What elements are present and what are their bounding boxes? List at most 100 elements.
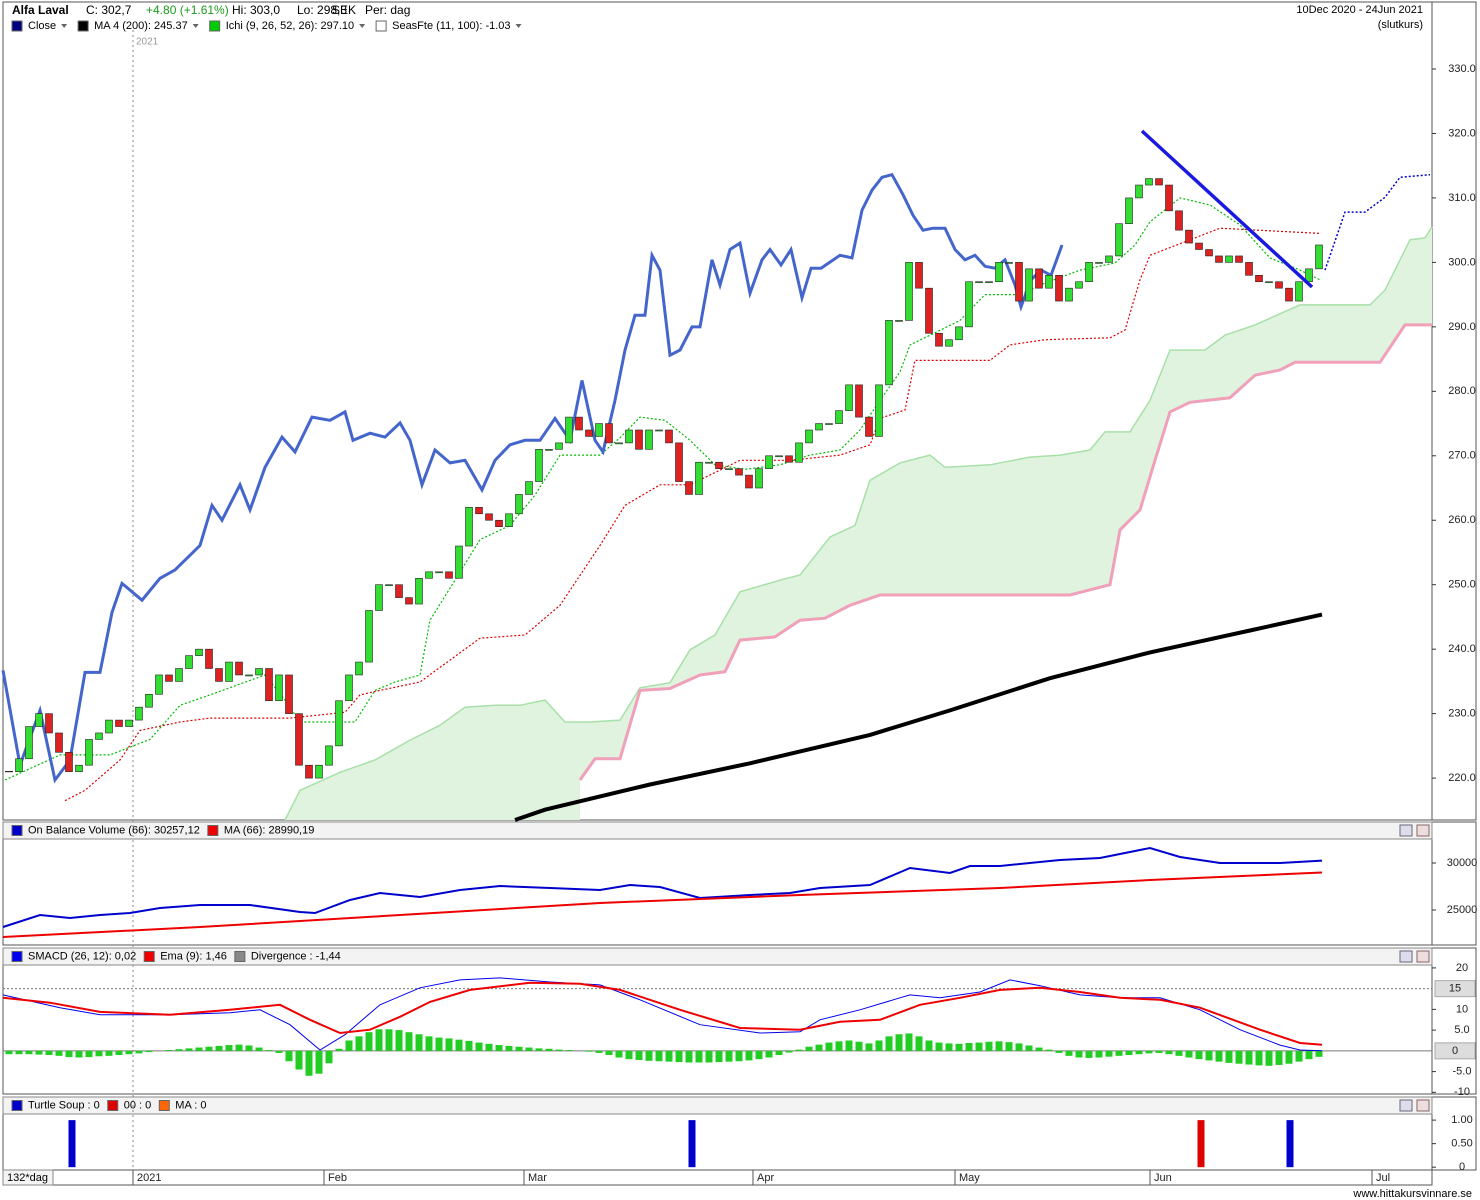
histogram-bar (715, 1050, 723, 1063)
candle (1245, 262, 1253, 276)
histogram-bar (565, 1050, 573, 1051)
candle (1205, 249, 1213, 257)
y-tick-label: 260.0 (1448, 514, 1476, 526)
histogram-bar (785, 1050, 793, 1053)
candle (1065, 287, 1073, 302)
histogram-bar (645, 1050, 653, 1061)
plot-layer (1, 172, 1433, 1168)
candle (445, 571, 453, 579)
candle (1075, 281, 1083, 289)
candle (475, 507, 483, 515)
candle (705, 461, 713, 464)
histogram-bar (345, 1040, 353, 1051)
histogram-bar (1205, 1050, 1213, 1061)
histogram-bar (85, 1050, 93, 1058)
histogram-bar (1165, 1050, 1173, 1055)
histogram-bar (35, 1050, 43, 1055)
histogram-bar (505, 1045, 513, 1051)
candle (755, 468, 763, 489)
low-price: Lo: 298,3 (297, 3, 347, 17)
candle (1045, 274, 1053, 289)
panel-header (2, 1096, 1433, 1115)
histogram-bar (665, 1050, 673, 1062)
histogram-bar (395, 1030, 403, 1051)
histogram-bar (605, 1050, 613, 1056)
candle (375, 584, 383, 611)
y-tick-label: 320.0 (1448, 127, 1476, 139)
forecast-line (1324, 173, 1431, 271)
candle (455, 545, 463, 579)
histogram-bar (815, 1044, 823, 1051)
candle (725, 468, 733, 470)
histogram-bar (885, 1036, 893, 1051)
period-label: 132*dag (7, 1172, 48, 1184)
y-tick-label: 5.0 (1454, 1024, 1469, 1036)
legend-label: On Balance Volume (66): 30257,12 (28, 824, 200, 836)
histogram-bar (45, 1050, 53, 1056)
candle (655, 429, 663, 432)
histogram-bar (1025, 1045, 1033, 1051)
histogram-bar (285, 1050, 293, 1062)
y-tick-label: 290.0 (1448, 321, 1476, 333)
candle (975, 281, 983, 284)
candle (235, 661, 243, 676)
legend-label: Divergence : -1,44 (251, 950, 341, 962)
histogram-bar (1255, 1050, 1263, 1066)
candle (125, 719, 133, 727)
legend-dropdown (359, 24, 366, 28)
candle (1185, 229, 1193, 244)
candle (675, 442, 683, 482)
candle (385, 584, 393, 587)
settings-icon (1399, 950, 1413, 963)
legend-swatch (107, 1100, 119, 1111)
candle (1035, 268, 1043, 289)
chart-title: Alfa Laval (12, 3, 69, 17)
histogram-bar (835, 1041, 843, 1051)
y-tick-label: 250.0 (1448, 579, 1476, 591)
candle (1025, 268, 1033, 302)
candle (895, 320, 903, 322)
ichimoku-cloud (285, 226, 1432, 820)
candle (795, 442, 803, 463)
histogram-bar (125, 1050, 133, 1055)
histogram-bar (95, 1050, 103, 1057)
histogram-bar (275, 1050, 283, 1053)
histogram-bar (945, 1043, 953, 1051)
legend-label: MA : 0 (175, 1099, 206, 1111)
ma-line (514, 612, 1323, 822)
candle (25, 726, 33, 760)
y-tick-label: -10 (1454, 1086, 1470, 1098)
candle (95, 732, 103, 740)
candle (65, 752, 73, 772)
y-tick-label: 220.0 (1448, 772, 1476, 784)
panel-header (2, 821, 1433, 840)
legend-label: Ichi (9, 26, 52, 26): 297.10 (226, 20, 354, 32)
histogram-bar (745, 1050, 753, 1061)
histogram-bar (1175, 1050, 1183, 1056)
candle (275, 674, 283, 702)
histogram-bar (485, 1043, 493, 1051)
histogram-bar (425, 1036, 433, 1051)
right-axis-frame (1431, 947, 1477, 1095)
histogram-bar (405, 1032, 413, 1051)
candle (485, 513, 493, 521)
candle (365, 610, 373, 663)
histogram-bar (135, 1050, 143, 1054)
histogram-bar (1105, 1050, 1113, 1057)
legend-swatch (158, 1100, 170, 1111)
candle (135, 706, 143, 721)
legend-label: Turtle Soup : 0 (28, 1099, 100, 1111)
legend-swatch (11, 20, 23, 32)
histogram-bar (245, 1045, 253, 1051)
histogram-bar (435, 1037, 443, 1051)
candle (1195, 242, 1203, 250)
candle (1215, 255, 1223, 263)
histogram-bar (1225, 1050, 1233, 1063)
candle (735, 468, 743, 476)
candle (575, 416, 583, 431)
high-price: Hi: 303,0 (232, 3, 280, 17)
series-line (2, 981, 1323, 1046)
histogram-bar (475, 1042, 483, 1051)
candle (155, 674, 163, 695)
legend-label: MA 4 (200): 245.37 (94, 20, 188, 32)
